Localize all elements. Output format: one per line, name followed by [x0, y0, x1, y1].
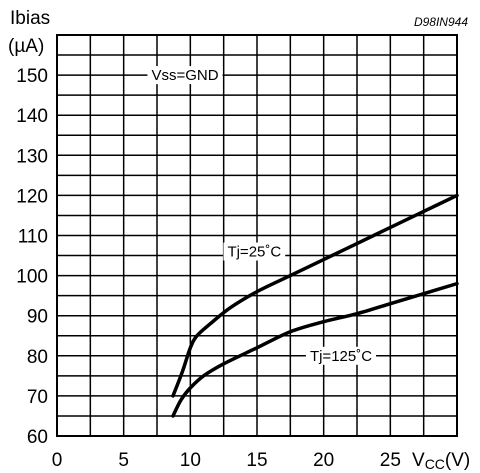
x-tick-label: 15 — [246, 450, 267, 471]
series-label-25c-background — [223, 242, 286, 261]
series-label-25c: Tj=25˚C — [223, 242, 286, 261]
y-tick-label: 80 — [27, 347, 48, 368]
y-tick-label: 150 — [16, 66, 48, 87]
drawing-code: D98IN944 — [414, 15, 468, 29]
curves — [171, 193, 459, 418]
condition-annotation: Vss=GND — [147, 66, 223, 85]
y-axis-label-line2: (µA) — [8, 36, 44, 57]
x-tick-label: 0 — [52, 450, 63, 471]
y-tick-labels: 60 70 80 90 100 110 120 130 140 150 — [16, 66, 48, 448]
plot-frame — [56, 34, 458, 437]
x-axis-label-unit: (V) — [445, 450, 470, 471]
series-label-125c-text: Tj=125˚C — [310, 348, 372, 365]
grid-lines — [57, 35, 457, 436]
x-axis-label-main: V — [412, 450, 425, 471]
x-axis-label: VCC(V) — [412, 450, 470, 472]
y-tick-label: 60 — [27, 427, 48, 448]
y-tick-label: 70 — [27, 387, 48, 408]
series-label-25c-text: Tj=25˚C — [227, 244, 281, 261]
y-tick-label: 100 — [16, 267, 48, 288]
y-tick-label: 140 — [16, 106, 48, 127]
x-axis-label-sub: CC — [425, 456, 445, 472]
y-axis-label-line1: Ibias — [10, 8, 50, 29]
condition-annotation-background — [147, 66, 223, 85]
series-line-125c — [171, 281, 459, 418]
x-tick-label: 5 — [118, 450, 129, 471]
condition-annotation-text: Vss=GND — [151, 67, 218, 84]
x-tick-label: 20 — [313, 450, 334, 471]
x-tick-label: 10 — [180, 450, 201, 471]
series-line-25c — [171, 193, 459, 398]
y-tick-label: 90 — [27, 307, 48, 328]
x-tick-label: 25 — [380, 450, 401, 471]
series-label-125c-background — [305, 346, 377, 365]
series-label-125c: Tj=125˚C — [305, 346, 377, 365]
y-tick-label: 130 — [16, 146, 48, 167]
y-tick-label: 110 — [18, 227, 48, 248]
x-tick-labels: 0 5 10 15 20 25 — [52, 450, 401, 471]
y-tick-label: 120 — [16, 186, 48, 207]
